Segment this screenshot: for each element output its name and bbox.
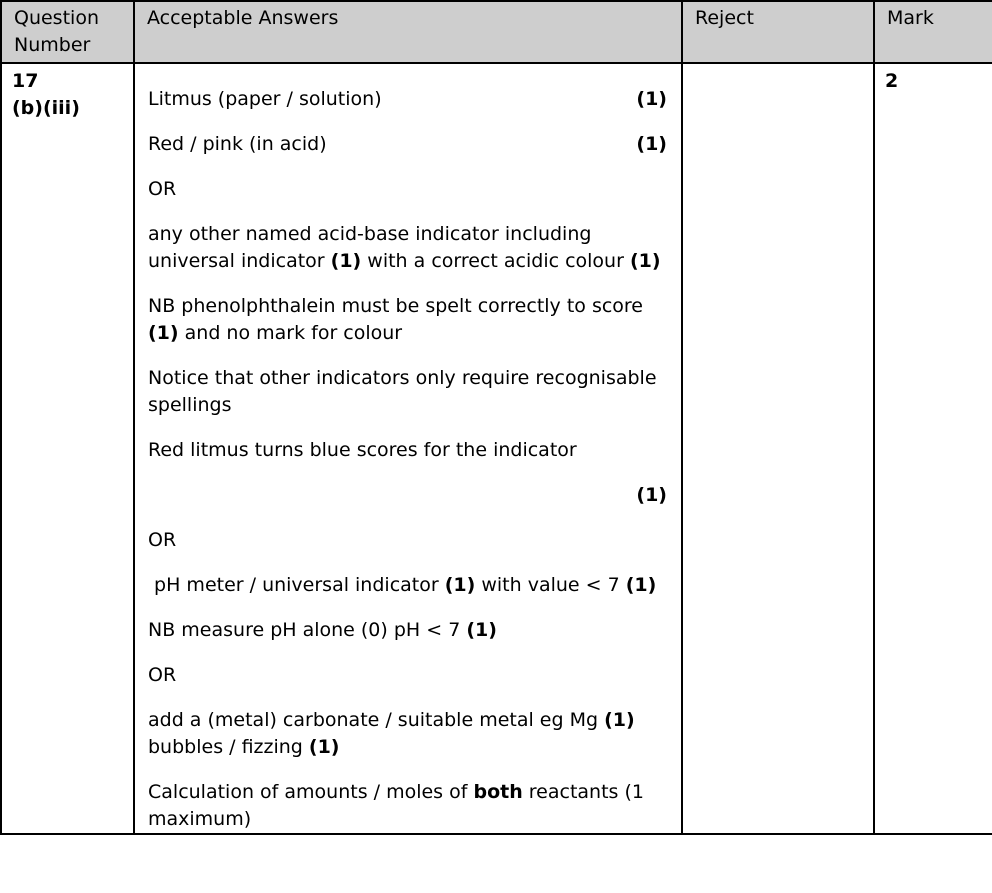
mark-point: (1) (625, 574, 657, 596)
question-part: (b)(iii) (12, 97, 80, 119)
answer-paragraph: any other named acid-base indicator incl… (148, 221, 667, 275)
cell-question-number: 17 (b)(iii) (0, 62, 135, 835)
answer-text: NB measure pH alone (0) pH < 7 (1) (148, 619, 497, 641)
mark-point: both (473, 781, 523, 803)
answer-text: OR (148, 664, 177, 686)
answer-text: (1) (636, 484, 667, 506)
answer-paragraph: Red litmus turns blue scores for the ind… (148, 437, 667, 464)
answer-text: any other named acid-base indicator incl… (148, 223, 661, 272)
answer-paragraph: pH meter / universal indicator (1) with … (148, 572, 667, 599)
mark-point: (1) (604, 709, 635, 731)
answer-paragraph: NB measure pH alone (0) pH < 7 (1) (148, 617, 667, 644)
mark-point: (1) (444, 574, 476, 596)
answer-text: add a (metal) carbonate / suitable metal… (148, 709, 641, 758)
mark-point: (1) (148, 322, 179, 344)
answer-paragraph: (1) (148, 482, 667, 509)
answer-paragraph: NB phenolphthalein must be spelt correct… (148, 293, 667, 347)
answer-text: Red litmus turns blue scores for the ind… (148, 439, 577, 461)
answer-paragraph: OR (148, 662, 667, 689)
mark-point: (1) (636, 484, 667, 506)
answer-paragraph: OR (148, 527, 667, 554)
answer-text: Red / pink (in acid) (148, 133, 327, 155)
answer-paragraph: Red / pink (in acid) (1) (148, 131, 667, 158)
header-acceptable-answers: Acceptable Answers (133, 0, 683, 64)
mark-point: (1) (308, 736, 340, 758)
answer-text: Litmus (paper / solution) (148, 88, 382, 110)
cell-mark: 2 (873, 62, 992, 835)
mark-point: (1) (636, 133, 667, 155)
header-mark: Mark (873, 0, 992, 64)
answer-text: OR (148, 178, 177, 200)
cell-acceptable-answers: Litmus (paper / solution) (1) Red / pink (… (133, 62, 683, 835)
answer-paragraph: Calculation of amounts / moles of both r… (148, 779, 667, 833)
mark-scheme-page: Question Number Acceptable Answers Rejec… (0, 0, 992, 835)
cell-reject (681, 62, 875, 835)
answer-paragraph: OR (148, 176, 667, 203)
answer-paragraph: Notice that other indicators only requir… (148, 365, 667, 419)
mark-point: (1) (629, 250, 661, 272)
header-reject: Reject (681, 0, 875, 64)
question-number: 17 (12, 70, 39, 92)
mark-point: (1) (636, 88, 667, 110)
answer-paragraph: Litmus (paper / solution) (1) (148, 86, 667, 113)
answer-text: pH meter / universal indicator (1) with … (148, 574, 657, 596)
header-question-number: Question Number (0, 0, 135, 64)
answer-text: Notice that other indicators only requir… (148, 367, 663, 416)
mark-point: (1) (330, 250, 362, 272)
mark-scheme-table: Question Number Acceptable Answers Rejec… (0, 0, 992, 835)
answer-paragraph: add a (metal) carbonate / suitable metal… (148, 707, 667, 761)
header-row: Question Number Acceptable Answers Rejec… (0, 0, 992, 64)
table-row: 17 (b)(iii) Litmus (paper / solution) (1)… (0, 62, 992, 835)
mark-point: (1) (466, 619, 497, 641)
answer-text: OR (148, 529, 177, 551)
answer-text: NB phenolphthalein must be spelt correct… (148, 295, 650, 344)
answer-text: Calculation of amounts / moles of both r… (148, 781, 651, 830)
